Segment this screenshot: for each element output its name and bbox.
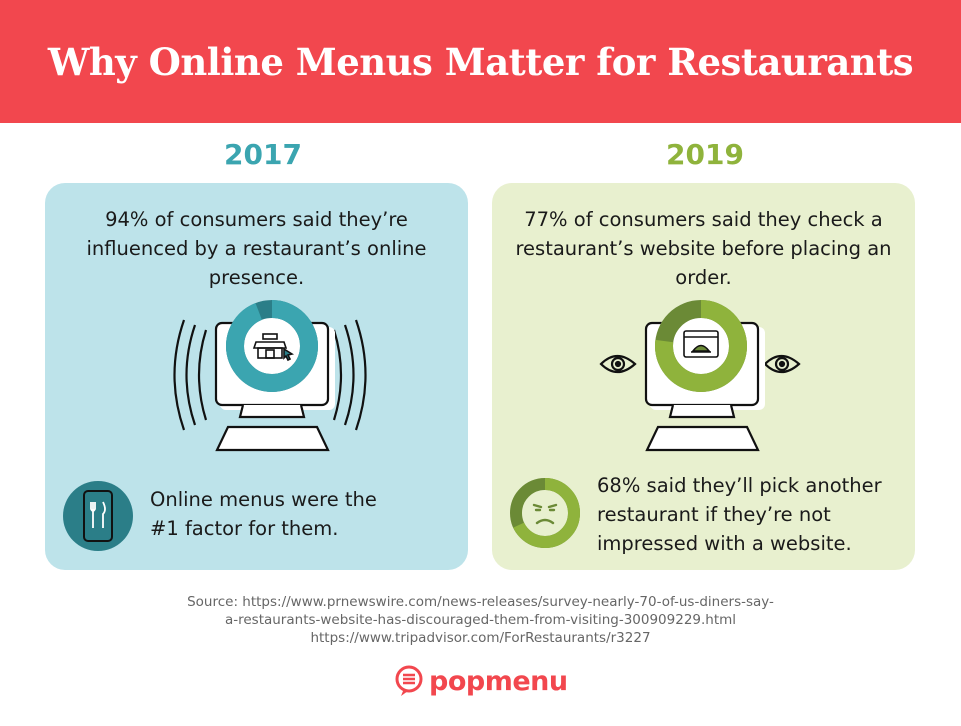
donut-value-segment	[510, 478, 580, 548]
phone-fork-knife-icon	[63, 481, 133, 551]
donut-value-segment	[655, 300, 747, 392]
monitor-illustration-2019	[599, 300, 801, 452]
year-2019: 2019	[666, 138, 744, 171]
stat-2019: 77% of consumers said they check a resta…	[515, 208, 892, 289]
donut-68	[510, 478, 580, 548]
page-title: Why Online Menus Matter for Restaurants	[47, 39, 914, 84]
donut-94	[226, 300, 318, 392]
stat-2017: 94% of consumers said they’re influenced…	[86, 208, 427, 289]
sound-waves-icon	[173, 319, 367, 431]
donut-value-segment	[226, 300, 318, 392]
footer-2019: 68% said they’ll pick another restaurant…	[597, 474, 882, 555]
source-citation: Source: https://www.prnewswire.com/news-…	[0, 593, 961, 647]
logo-text: popmenu	[429, 665, 568, 697]
source-line-1: Source: https://www.prnewswire.com/news-…	[187, 594, 774, 610]
year-2017: 2017	[224, 138, 302, 171]
source-line-3: https://www.tripadvisor.com/ForRestauran…	[310, 630, 651, 646]
browser-cloche-icon	[683, 330, 719, 358]
header-banner: Why Online Menus Matter for Restaurants	[0, 0, 961, 123]
eye-icon-right	[763, 354, 801, 374]
source-line-2: a-restaurants-website-has-discouraged-th…	[224, 612, 737, 628]
footer-2017: Online menus were the #1 factor for them…	[150, 488, 377, 540]
unimpressed-face-icon	[532, 503, 558, 525]
popmenu-logo: popmenu	[395, 665, 568, 697]
eye-icon-left	[599, 354, 637, 374]
storefront-cursor-icon	[252, 333, 295, 362]
speech-bubble-menu-icon	[395, 665, 423, 696]
monitor-illustration-2017	[173, 300, 367, 452]
